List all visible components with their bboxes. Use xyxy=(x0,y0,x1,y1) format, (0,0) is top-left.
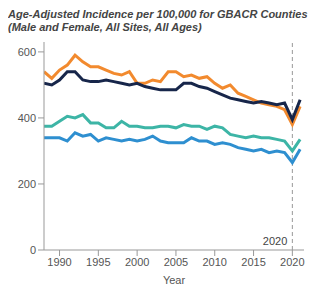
svg-text:2005: 2005 xyxy=(164,256,188,268)
html-text:(Male and Female, All Sites, A: (Male and Female, All Sites, All Ages) xyxy=(8,21,202,33)
svg-text:1990: 1990 xyxy=(47,256,71,268)
svg-text:1995: 1995 xyxy=(86,256,110,268)
svg-text:Year: Year xyxy=(163,274,186,284)
svg-text:0: 0 xyxy=(30,244,36,256)
svg-text:600: 600 xyxy=(18,46,36,58)
html-text:Age-Adjusted Incidence per 100: Age-Adjusted Incidence per 100,000 for G… xyxy=(8,8,308,20)
svg-text:200: 200 xyxy=(18,178,36,190)
svg-text:400: 400 xyxy=(18,112,36,124)
svg-text:2015: 2015 xyxy=(241,256,265,268)
svg-text:2020: 2020 xyxy=(263,235,287,247)
svg-text:2000: 2000 xyxy=(125,256,149,268)
svg-text:2020: 2020 xyxy=(280,256,304,268)
svg-text:2010: 2010 xyxy=(203,256,227,268)
